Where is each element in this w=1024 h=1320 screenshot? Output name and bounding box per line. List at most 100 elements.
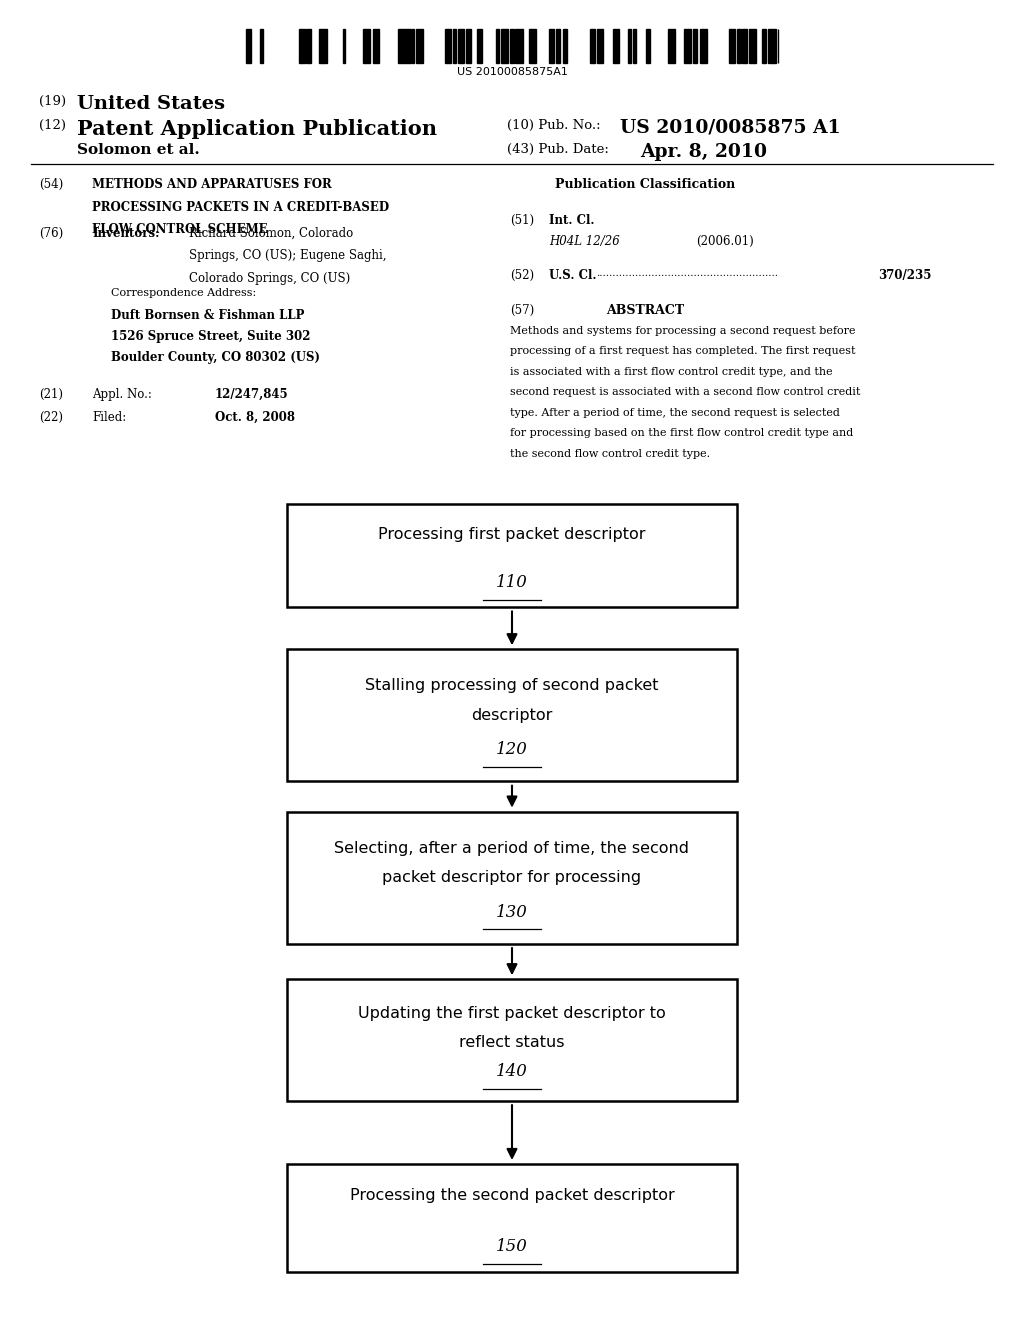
Text: Appl. No.:: Appl. No.: xyxy=(92,388,152,401)
Text: Updating the first packet descriptor to: Updating the first packet descriptor to xyxy=(358,1006,666,1022)
Text: Springs, CO (US); Eugene Saghi,: Springs, CO (US); Eugene Saghi, xyxy=(189,249,387,263)
Bar xyxy=(299,29,305,63)
Bar xyxy=(556,29,560,63)
Bar xyxy=(510,29,514,63)
Text: processing of a first request has completed. The first request: processing of a first request has comple… xyxy=(510,346,855,356)
Text: Correspondence Address:: Correspondence Address: xyxy=(111,288,256,298)
Bar xyxy=(515,29,522,63)
Bar xyxy=(287,649,737,781)
Bar xyxy=(287,504,737,607)
Bar xyxy=(398,29,401,63)
Text: (12): (12) xyxy=(39,119,66,132)
Bar xyxy=(749,29,756,63)
Bar xyxy=(768,29,775,63)
Text: descriptor: descriptor xyxy=(471,708,553,722)
Text: 1526 Spruce Street, Suite 302: 1526 Spruce Street, Suite 302 xyxy=(111,330,310,343)
Text: type. After a period of time, the second request is selected: type. After a period of time, the second… xyxy=(510,408,840,418)
Text: for processing based on the first flow control credit type and: for processing based on the first flow c… xyxy=(510,428,853,438)
Text: Processing first packet descriptor: Processing first packet descriptor xyxy=(378,527,646,543)
Text: Inventors:: Inventors: xyxy=(92,227,160,240)
Text: second request is associated with a second flow control credit: second request is associated with a seco… xyxy=(510,388,860,397)
Text: METHODS AND APPARATUSES FOR: METHODS AND APPARATUSES FOR xyxy=(92,178,332,191)
Text: 150: 150 xyxy=(496,1238,528,1255)
Bar xyxy=(597,29,603,63)
Text: PROCESSING PACKETS IN A CREDIT-BASED: PROCESSING PACKETS IN A CREDIT-BASED xyxy=(92,201,389,214)
Text: Boulder County, CO 80302 (US): Boulder County, CO 80302 (US) xyxy=(111,351,319,364)
Text: Selecting, after a period of time, the second: Selecting, after a period of time, the s… xyxy=(335,841,689,855)
Text: (19): (19) xyxy=(39,95,66,108)
Text: (76): (76) xyxy=(39,227,63,240)
Bar xyxy=(729,29,735,63)
Text: Colorado Springs, CO (US): Colorado Springs, CO (US) xyxy=(189,272,350,285)
Text: (21): (21) xyxy=(39,388,62,401)
Text: Oct. 8, 2008: Oct. 8, 2008 xyxy=(215,411,295,424)
Text: packet descriptor for processing: packet descriptor for processing xyxy=(382,870,642,884)
Text: 12/247,845: 12/247,845 xyxy=(215,388,289,401)
Bar xyxy=(668,29,676,63)
Bar xyxy=(364,29,370,63)
Text: United States: United States xyxy=(77,95,225,114)
Bar xyxy=(466,29,471,63)
Text: Stalling processing of second packet: Stalling processing of second packet xyxy=(366,678,658,693)
Text: Patent Application Publication: Patent Application Publication xyxy=(77,119,437,139)
Bar xyxy=(260,29,263,63)
Text: (52): (52) xyxy=(510,269,535,282)
Bar xyxy=(684,29,691,63)
Bar xyxy=(692,29,697,63)
Text: Methods and systems for processing a second request before: Methods and systems for processing a sec… xyxy=(510,326,855,337)
Bar xyxy=(402,29,411,63)
Text: FLOW CONTROL SCHEME: FLOW CONTROL SCHEME xyxy=(92,223,268,236)
Bar xyxy=(590,29,596,63)
Bar xyxy=(645,29,650,63)
Text: (43) Pub. Date:: (43) Pub. Date: xyxy=(507,143,608,156)
Text: Processing the second packet descriptor: Processing the second packet descriptor xyxy=(349,1188,675,1203)
Text: reflect status: reflect status xyxy=(459,1035,565,1051)
Bar xyxy=(762,29,766,63)
Text: 110: 110 xyxy=(496,574,528,591)
Text: the second flow control credit type.: the second flow control credit type. xyxy=(510,449,710,459)
Text: Apr. 8, 2010: Apr. 8, 2010 xyxy=(640,143,767,161)
Text: Solomon et al.: Solomon et al. xyxy=(77,143,200,157)
Bar xyxy=(306,29,311,63)
Text: Int. Cl.: Int. Cl. xyxy=(549,214,594,227)
Text: H04L 12/26: H04L 12/26 xyxy=(549,235,620,248)
Bar xyxy=(373,29,379,63)
Text: (10) Pub. No.:: (10) Pub. No.: xyxy=(507,119,600,132)
Bar xyxy=(699,29,708,63)
Bar xyxy=(287,812,737,944)
Bar xyxy=(246,29,251,63)
Text: 140: 140 xyxy=(496,1063,528,1080)
Text: is associated with a first flow control credit type, and the: is associated with a first flow control … xyxy=(510,367,833,378)
Bar xyxy=(496,29,499,63)
Text: (2006.01): (2006.01) xyxy=(696,235,754,248)
Text: (54): (54) xyxy=(39,178,63,191)
Text: (22): (22) xyxy=(39,411,62,424)
Text: Duft Bornsen & Fishman LLP: Duft Bornsen & Fishman LLP xyxy=(111,309,304,322)
Text: US 20100085875A1: US 20100085875A1 xyxy=(457,67,567,78)
Text: ABSTRACT: ABSTRACT xyxy=(606,304,684,317)
Text: 120: 120 xyxy=(496,742,528,758)
Bar xyxy=(549,29,554,63)
Bar xyxy=(613,29,620,63)
Text: US 2010/0085875 A1: US 2010/0085875 A1 xyxy=(620,119,840,137)
Text: Publication Classification: Publication Classification xyxy=(555,178,735,191)
Bar xyxy=(502,29,508,63)
Bar xyxy=(634,29,636,63)
Text: (57): (57) xyxy=(510,304,535,317)
Text: (51): (51) xyxy=(510,214,535,227)
Bar xyxy=(453,29,456,63)
Text: Richard Solomon, Colorado: Richard Solomon, Colorado xyxy=(189,227,353,240)
Bar xyxy=(629,29,632,63)
Bar xyxy=(444,29,451,63)
Bar xyxy=(412,29,415,63)
Bar xyxy=(477,29,481,63)
Bar xyxy=(742,29,746,63)
Bar xyxy=(458,29,464,63)
Bar xyxy=(528,29,536,63)
Text: 370/235: 370/235 xyxy=(879,269,932,282)
Bar xyxy=(737,29,741,63)
Text: 130: 130 xyxy=(496,904,528,920)
Bar xyxy=(287,1164,737,1272)
Bar xyxy=(319,29,327,63)
Bar xyxy=(287,979,737,1101)
